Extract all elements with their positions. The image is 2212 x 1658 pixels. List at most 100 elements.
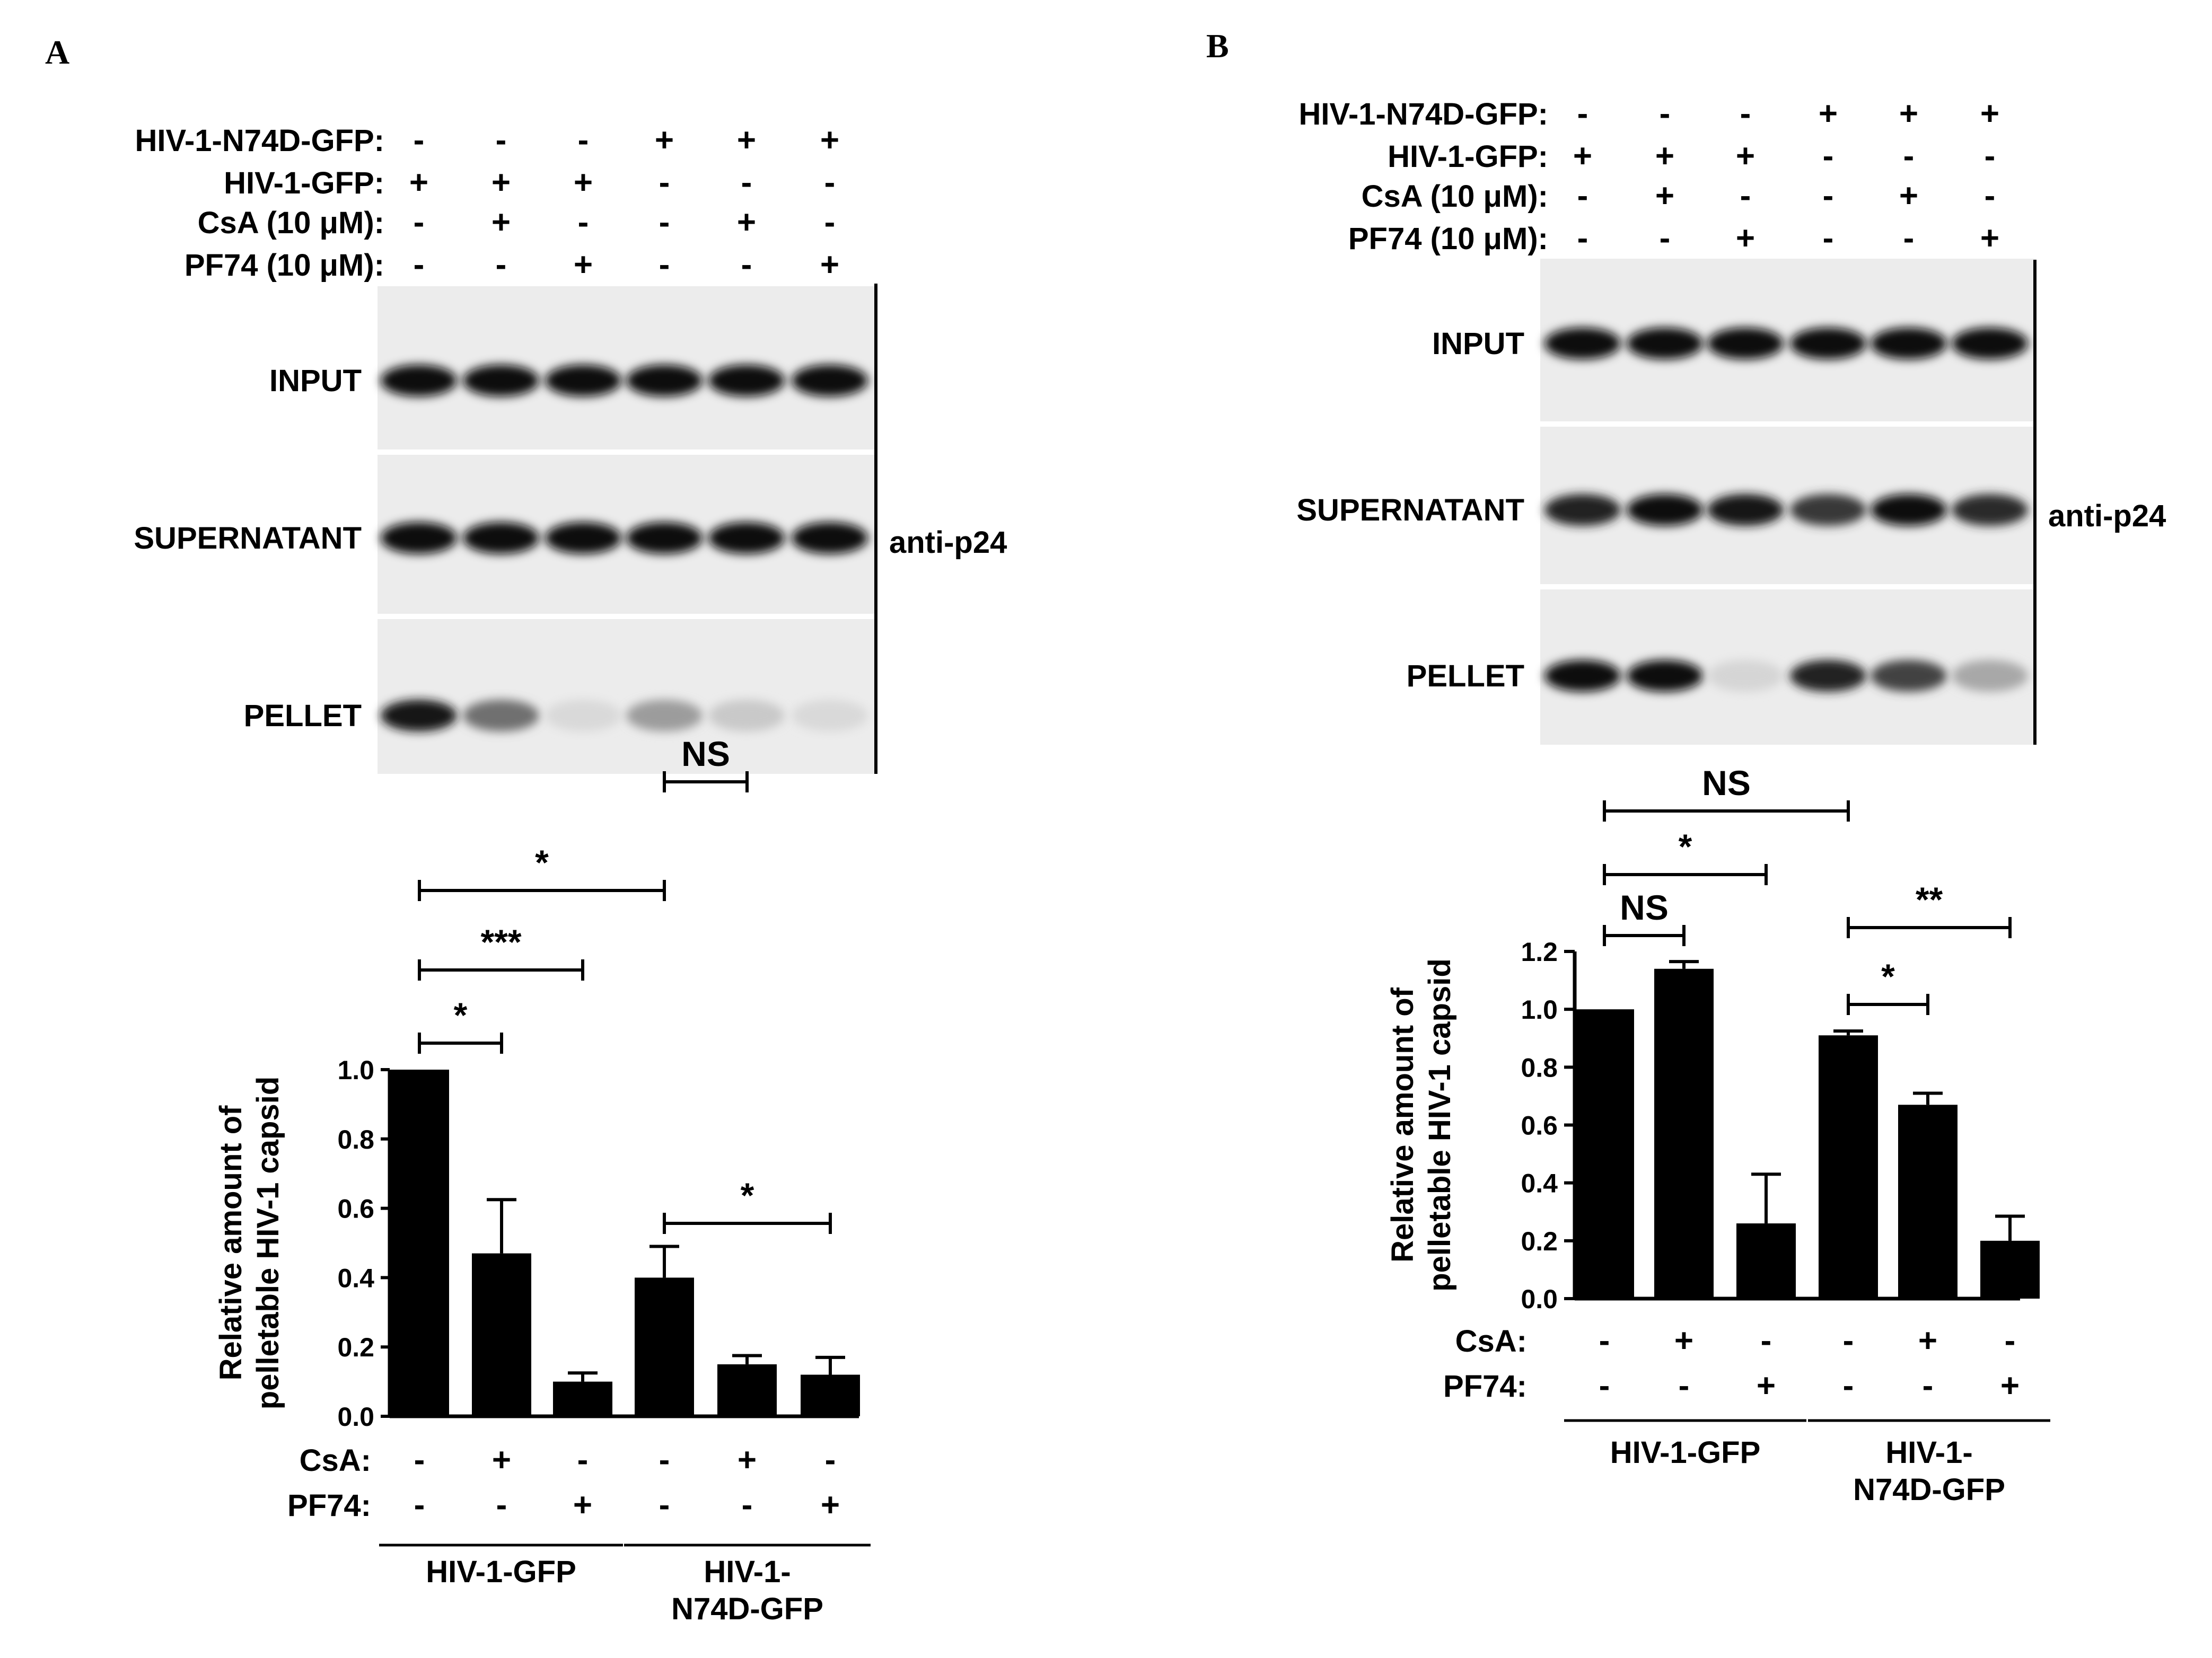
treatment-sign: - [1761, 1322, 1772, 1359]
condition-sign: + [820, 122, 839, 158]
condition-sign: - [1985, 178, 1996, 214]
y-tick-label: 0.8 [337, 1125, 374, 1154]
treatment-sign: - [1599, 1368, 1610, 1404]
blot-band [792, 700, 868, 731]
condition-label: CsA (10 μM): [1362, 179, 1548, 214]
significance-label: * [741, 1176, 754, 1215]
treatment-sign: - [1599, 1322, 1610, 1359]
group-label-line: HIV-1- [1885, 1435, 1972, 1470]
condition-sign: - [741, 164, 752, 201]
condition-sign: + [1899, 178, 1918, 214]
blot-band [1871, 660, 1947, 692]
condition-sign: - [1823, 178, 1834, 214]
significance-label: * [1881, 957, 1895, 996]
group-label: HIV-1-GFP [426, 1555, 576, 1589]
condition-sign: - [1740, 178, 1751, 214]
blot-band [1544, 660, 1621, 692]
blot-band [1952, 660, 2028, 692]
group-label: HIV-1-N74D-GFP [1853, 1435, 2005, 1507]
y-tick-label: 0.8 [1521, 1053, 1558, 1082]
condition-sign: + [491, 204, 511, 241]
blot-band [545, 365, 621, 396]
bar [801, 1374, 860, 1416]
antibody-label: anti-p24 [2048, 499, 2166, 533]
treatment-sign: + [1918, 1322, 1937, 1359]
condition-label: CsA (10 μM): [198, 206, 384, 240]
group-label-line: HIV-1- [704, 1555, 791, 1589]
blot-strip [378, 619, 875, 774]
treatment-sign: - [2005, 1322, 2016, 1359]
condition-label: HIV-1-GFP: [1388, 139, 1548, 174]
blot-band [1627, 328, 1703, 359]
y-axis-title-line: Relative amount of [1385, 987, 1420, 1263]
condition-label: HIV-1-N74D-GFP: [135, 124, 384, 158]
treatment-sign: - [1843, 1322, 1854, 1359]
condition-sign: - [1903, 220, 1915, 257]
blot-band [626, 700, 703, 731]
significance-label: NS [1702, 763, 1751, 802]
blot-band [626, 522, 703, 554]
condition-sign: - [414, 122, 425, 158]
condition-label: PF74 (10 μM): [1348, 222, 1548, 256]
blot-band [1544, 494, 1621, 526]
y-axis-title-line: Relative amount of [214, 1105, 248, 1381]
y-tick-label: 0.0 [337, 1402, 374, 1432]
blot-band [1871, 328, 1947, 359]
condition-sign: - [1903, 138, 1915, 174]
blot-strip-label: SUPERNATANT [134, 521, 362, 555]
condition-sign: + [1899, 95, 1918, 132]
condition-sign: + [1980, 220, 1999, 257]
bar [472, 1253, 531, 1416]
blot-band [1790, 660, 1866, 692]
condition-sign: + [574, 164, 593, 201]
blot-band [463, 700, 539, 731]
blot-strip [378, 286, 875, 449]
y-axis-title-line: pelletable HIV-1 capsid [251, 1077, 285, 1410]
treatment-sign: - [825, 1442, 836, 1478]
treatment-sign: + [492, 1442, 511, 1478]
treatment-sign: - [414, 1442, 425, 1478]
condition-sign: + [1573, 138, 1592, 174]
treatment-label: PF74: [287, 1488, 371, 1523]
y-tick-label: 0.6 [1521, 1111, 1558, 1141]
treatment-sign: + [821, 1487, 840, 1523]
blot-band [792, 365, 868, 396]
blot-strip-label: PELLET [1407, 659, 1524, 693]
condition-sign: - [1823, 220, 1834, 257]
condition-label: HIV-1-GFP: [224, 166, 384, 200]
blot-band [1790, 494, 1866, 526]
blot-strip [378, 455, 875, 614]
y-tick-label: 0.6 [337, 1194, 374, 1224]
treatment-label: CsA: [300, 1443, 371, 1478]
panel-letter: A [45, 33, 69, 71]
condition-sign: - [496, 122, 507, 158]
group-label-line: N74D-GFP [1853, 1472, 2005, 1507]
blot-strip-label: INPUT [269, 364, 362, 398]
condition-sign: - [1660, 220, 1671, 257]
bar [1819, 1035, 1878, 1299]
blot-band [626, 365, 703, 396]
treatment-sign: - [496, 1487, 507, 1523]
significance-label: NS [681, 734, 730, 773]
condition-sign: + [1980, 95, 1999, 132]
treatment-sign: - [577, 1442, 589, 1478]
treatment-sign: + [1674, 1322, 1693, 1359]
antibody-label: anti-p24 [889, 525, 1007, 560]
blot-band [1790, 328, 1866, 359]
blot-strip [1540, 589, 2033, 745]
condition-sign: - [824, 164, 836, 201]
blot-strip-label: SUPERNATANT [1296, 493, 1524, 527]
treatment-sign: + [573, 1487, 592, 1523]
condition-sign: - [1985, 138, 1996, 174]
condition-sign: + [1655, 178, 1674, 214]
condition-sign: - [659, 204, 670, 241]
y-tick-label: 1.2 [1521, 937, 1558, 967]
blot-strip [1540, 259, 2033, 421]
condition-sign: + [655, 122, 674, 158]
y-axis-title: Relative amount ofpelletable HIV-1 capsi… [214, 1077, 285, 1410]
treatment-sign: + [738, 1442, 757, 1478]
group-label-line: N74D-GFP [671, 1592, 823, 1626]
blot-band [1627, 494, 1703, 526]
